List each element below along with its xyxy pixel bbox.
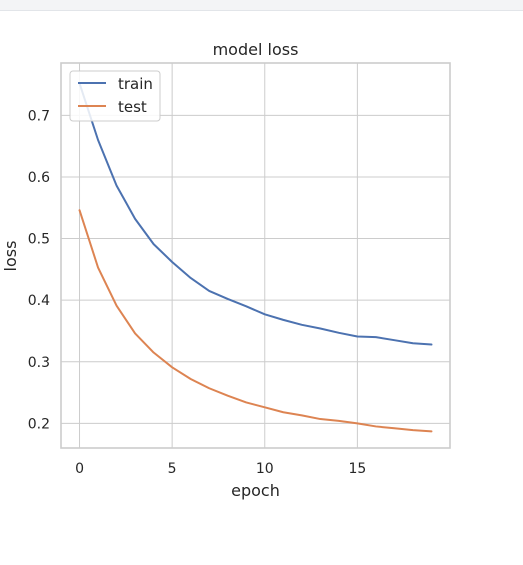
x-tick-label: 0 bbox=[75, 461, 84, 477]
x-tick-label: 5 bbox=[168, 461, 177, 477]
y-axis-label: loss bbox=[1, 241, 20, 272]
series-lines bbox=[78, 82, 433, 433]
top-strip bbox=[0, 0, 523, 11]
plot-area bbox=[61, 63, 450, 448]
y-tick-label: 0.6 bbox=[28, 170, 50, 186]
x-axis-label: epoch bbox=[231, 481, 280, 500]
x-tick-labels: 0 5 10 15 bbox=[75, 461, 366, 477]
legend-label-train: train bbox=[118, 75, 153, 93]
y-tick-label: 0.4 bbox=[28, 293, 50, 309]
y-tick-label: 0.5 bbox=[28, 232, 50, 248]
y-tick-labels: 0.2 0.3 0.4 0.5 0.6 0.7 bbox=[28, 108, 50, 432]
y-tick-label: 0.2 bbox=[28, 416, 50, 432]
y-tick-label: 0.7 bbox=[28, 108, 50, 124]
y-tick-label: 0.3 bbox=[28, 355, 50, 371]
x-tick-label: 15 bbox=[348, 461, 366, 477]
plot-frame bbox=[60, 62, 451, 449]
legend: train test bbox=[69, 70, 161, 122]
series-line-test bbox=[78, 209, 433, 433]
legend-label-test: test bbox=[118, 98, 147, 116]
chart-title: model loss bbox=[213, 40, 299, 59]
series-line-train bbox=[78, 82, 433, 346]
x-tick-label: 10 bbox=[256, 461, 274, 477]
